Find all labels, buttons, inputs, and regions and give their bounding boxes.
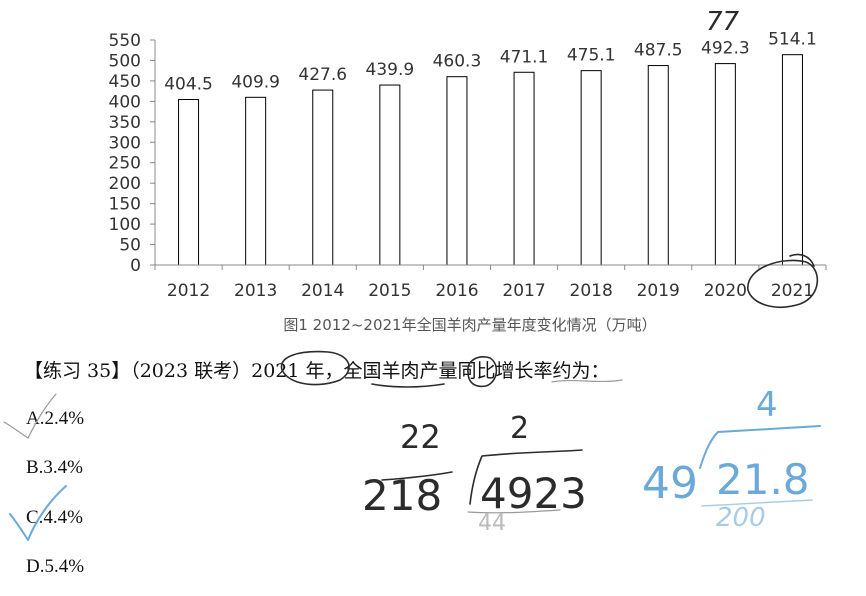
bar — [647, 65, 669, 266]
x-tick-label: 2019 — [637, 281, 680, 301]
y-tick-label: 0 — [130, 256, 141, 276]
blue-calc-4: 4 — [756, 385, 778, 425]
data-label: 492.3 — [701, 39, 750, 59]
data-label: 439.9 — [366, 60, 415, 80]
data-label: 487.5 — [634, 41, 683, 61]
data-label: 471.1 — [500, 47, 549, 67]
y-tick-label: 300 — [109, 133, 141, 153]
bar — [379, 84, 401, 266]
y-tick-label: 100 — [109, 215, 141, 235]
blue-calc-49: 49 — [642, 458, 698, 509]
y-tick-label: 150 — [109, 195, 141, 215]
bar — [513, 71, 535, 266]
data-label: 404.5 — [164, 75, 213, 95]
x-tick-label: 2017 — [502, 281, 545, 301]
bar — [446, 76, 468, 266]
y-tick-label: 250 — [109, 154, 141, 174]
bar-series: 404.5 409.9 427.6 439.9 460.3 471.1 475.1 487.5… — [164, 30, 817, 266]
y-tick-label: 400 — [109, 92, 141, 112]
pencil-division-bar — [469, 449, 583, 505]
pencil-calc-44: 44 — [478, 511, 506, 536]
pencil-calc-2: 2 — [510, 411, 529, 446]
option-a[interactable]: A.2.4% — [26, 408, 85, 429]
option-c[interactable]: C.4.4% — [26, 507, 83, 528]
x-tick-label: 2016 — [435, 281, 478, 301]
x-tick-label: 2018 — [570, 281, 613, 301]
option-b[interactable]: B.3.4% — [26, 457, 83, 478]
bar — [312, 89, 334, 266]
x-tick-label: 2020 — [704, 281, 747, 301]
bar — [178, 99, 200, 266]
pencil-calc-22: 22 — [400, 418, 441, 456]
y-tick-label: 550 — [109, 31, 141, 51]
bar — [781, 54, 803, 266]
pencil-calc-4923: 4923 — [480, 469, 587, 518]
x-tick-label: 2015 — [368, 281, 411, 301]
data-label: 514.1 — [768, 30, 817, 50]
blue-calc-200: 200 — [716, 503, 766, 533]
x-tick-label: 2014 — [301, 281, 344, 301]
x-tick-label: 2013 — [234, 281, 277, 301]
data-label: 427.6 — [298, 65, 347, 85]
data-label: 475.1 — [567, 46, 616, 66]
option-d[interactable]: D.5.4% — [26, 556, 85, 577]
y-tick-label: 450 — [109, 72, 141, 92]
question-text: 【练习 35】（2023 联考）2021 年，全国羊肉产量同比增长率约为： — [24, 360, 610, 382]
y-tick-label: 350 — [109, 113, 141, 133]
chart-caption: 图1 2012~2021年全国羊肉产量年度变化情况（万吨） — [283, 316, 656, 334]
underline-quanguo — [371, 383, 445, 388]
bar — [580, 70, 602, 266]
x-tick-label: 2021 — [771, 281, 814, 301]
y-tick-label: 500 — [109, 51, 141, 71]
y-tick-label: 200 — [109, 174, 141, 194]
pencil-calc-strike — [381, 471, 453, 481]
blue-division-bar — [699, 425, 821, 469]
blue-calc-21-8: 21.8 — [716, 455, 810, 504]
bar — [714, 63, 736, 266]
data-label: 460.3 — [433, 52, 482, 72]
y-tick-label: 50 — [119, 236, 141, 256]
bar — [245, 96, 267, 266]
x-tick-label: 2012 — [167, 281, 210, 301]
x-axis: 2012 2013 2014 2015 2016 2017 2018 2019 2020 2021 — [154, 264, 827, 301]
data-label: 409.9 — [231, 72, 280, 92]
pencil-calc-218: 218 — [362, 471, 442, 520]
blue-calc-underline — [701, 499, 813, 507]
pencil-calc-underline — [467, 509, 561, 514]
